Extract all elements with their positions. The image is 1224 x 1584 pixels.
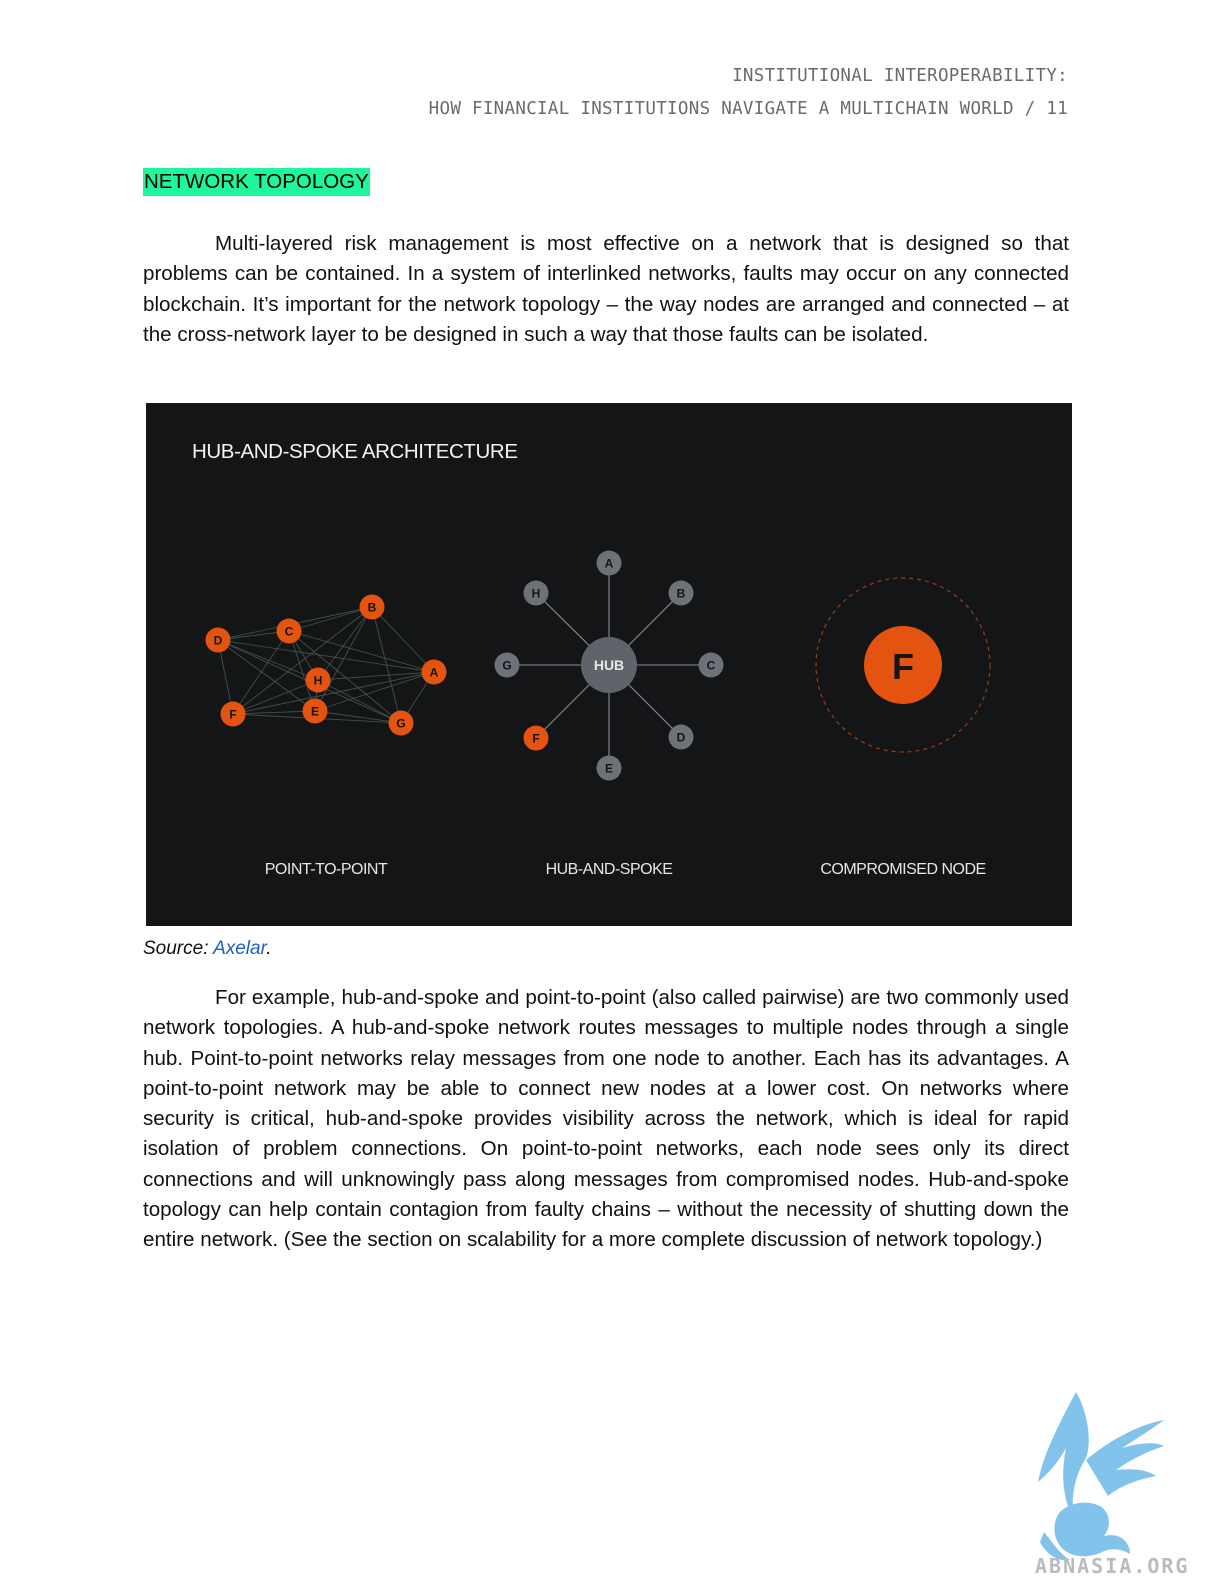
hub-and-spoke-figure: HUB-AND-SPOKE ARCHITECTURE A B C D E F G H A B C D… xyxy=(146,403,1072,926)
p2p-link-c-g xyxy=(288,630,402,724)
p2p-node-c-label: C xyxy=(285,625,294,639)
panel-label-point-to-point: POINT-TO-POINT xyxy=(265,861,388,878)
hub-spoke-node-d: D xyxy=(668,724,694,750)
p2p-node-h-circle xyxy=(305,667,331,693)
hub-spoke-node-f: F xyxy=(523,725,549,751)
watermark-text: ABNASIA.ORG xyxy=(1035,1554,1190,1578)
hub-spoke-node-b-label: B xyxy=(677,587,686,601)
p2p-node-f-label: F xyxy=(229,708,236,722)
hub-spoke-node-a: A xyxy=(596,550,622,576)
compromised-node-label: F xyxy=(892,646,914,687)
p2p-link-b-c xyxy=(288,606,373,632)
p2p-link-a-f xyxy=(232,671,435,715)
p2p-node-c-circle xyxy=(276,618,302,644)
p2p-link-b-f xyxy=(232,606,373,715)
p2p-node-g-label: G xyxy=(396,717,405,731)
p2p-link-c-e xyxy=(288,630,316,712)
hub-circle xyxy=(581,637,637,693)
hub-spoke-node-b: B xyxy=(668,580,694,606)
panel-label-hub-and-spoke: HUB-AND-SPOKE xyxy=(546,861,673,878)
griffin-logo xyxy=(1038,1392,1164,1561)
hub-spoke-node-c-label: C xyxy=(707,659,716,673)
p2p-node-g: G xyxy=(388,710,414,736)
hub-spoke-node-e-circle xyxy=(596,755,622,781)
p2p-link-a-h xyxy=(317,671,435,681)
hub-spoke-node-a-label: A xyxy=(605,557,614,571)
topology-diagram: HUB-AND-SPOKE ARCHITECTURE A B C D E F G H A B C D… xyxy=(146,403,1072,926)
p2p-link-a-b xyxy=(371,606,435,673)
figure-caption: Source: Axelar. xyxy=(143,935,272,963)
p2p-link-a-e xyxy=(314,671,435,712)
hub-spoke-node-g-circle xyxy=(494,652,520,678)
p2p-node-b-circle xyxy=(359,594,385,620)
p2p-link-b-e xyxy=(314,606,373,712)
p2p-link-e-f xyxy=(232,710,316,715)
point-to-point-links xyxy=(217,606,435,724)
isolation-ring xyxy=(815,577,991,753)
section-heading: NETWORK TOPOLOGY xyxy=(143,168,370,196)
p2p-node-a-circle xyxy=(421,659,447,685)
p2p-node-c: C xyxy=(276,618,302,644)
caption-prefix: Source: xyxy=(143,938,214,959)
hub-spoke-node-h-circle xyxy=(523,580,549,606)
p2p-node-e: E xyxy=(302,698,328,724)
p2p-node-d: D xyxy=(205,627,231,653)
p2p-link-c-f xyxy=(232,630,290,715)
running-header: INSTITUTIONAL INTEROPERABILITY: HOW FINA… xyxy=(429,60,1068,126)
hub-and-spoke-nodes: A B C D E F G H xyxy=(494,550,724,781)
p2p-node-e-circle xyxy=(302,698,328,724)
p2p-link-e-g xyxy=(314,710,402,724)
hub-spoke-node-c-circle xyxy=(698,652,724,678)
caption-source-link[interactable]: Axelar xyxy=(213,938,267,959)
p2p-link-f-h xyxy=(232,679,319,715)
p2p-link-b-h xyxy=(317,606,373,681)
caption-suffix: . xyxy=(266,938,272,959)
header-title: INSTITUTIONAL INTEROPERABILITY: xyxy=(732,66,1068,86)
p2p-link-d-h xyxy=(217,639,319,681)
p2p-link-a-c xyxy=(288,630,435,673)
hub-spoke-node-h: H xyxy=(523,580,549,606)
hub-node: HUB xyxy=(581,637,637,693)
p2p-node-f: F xyxy=(220,701,246,727)
p2p-link-d-f xyxy=(217,639,234,715)
hub-spoke-node-c: C xyxy=(698,652,724,678)
p2p-node-g-circle xyxy=(388,710,414,736)
compromised-node-group: F xyxy=(815,577,991,753)
body-paragraph-2: For example, hub-and-spoke and point-to-… xyxy=(143,986,1069,1252)
compromised-node-circle xyxy=(864,626,942,704)
header-subtitle-page: HOW FINANCIAL INSTITUTIONS NAVIGATE A MU… xyxy=(428,99,1068,119)
hub-spoke-node-e-label: E xyxy=(605,762,613,776)
hub-spoke-node-d-label: D xyxy=(677,731,686,745)
hub-spoke-node-a-circle xyxy=(596,550,622,576)
hub-spoke-node-b-circle xyxy=(668,580,694,606)
p2p-node-a: A xyxy=(421,659,447,685)
p2p-node-e-label: E xyxy=(311,705,319,719)
panel-label-compromised-node: COMPROMISED NODE xyxy=(820,861,985,878)
hub-spoke-node-e: E xyxy=(596,755,622,781)
hub-label: HUB xyxy=(594,657,624,673)
p2p-node-d-label: D xyxy=(214,634,223,648)
p2p-link-d-e xyxy=(217,639,316,712)
p2p-node-d-circle xyxy=(205,627,231,653)
p2p-node-b-label: B xyxy=(368,601,377,615)
hub-spoke-node-f-circle xyxy=(523,725,549,751)
p2p-node-h: H xyxy=(305,667,331,693)
hub-spoke-node-h-label: H xyxy=(532,587,541,601)
p2p-node-a-label: A xyxy=(430,666,439,680)
point-to-point-nodes: A B C D E F G H xyxy=(205,594,447,736)
figure-title: HUB-AND-SPOKE ARCHITECTURE xyxy=(192,440,518,463)
p2p-node-f-circle xyxy=(220,701,246,727)
p2p-node-h-label: H xyxy=(314,674,323,688)
hub-spoke-node-g-label: G xyxy=(502,659,511,673)
p2p-link-g-h xyxy=(317,679,402,724)
body-paragraph-1: Multi-layered risk management is most ef… xyxy=(143,232,1069,346)
p2p-link-b-g xyxy=(371,606,402,724)
hub-spoke-node-d-circle xyxy=(668,724,694,750)
hub-spoke-node-f-label: F xyxy=(532,732,539,746)
hub-spoke-node-g: G xyxy=(494,652,520,678)
p2p-node-b: B xyxy=(359,594,385,620)
p2p-link-a-d xyxy=(217,639,435,673)
